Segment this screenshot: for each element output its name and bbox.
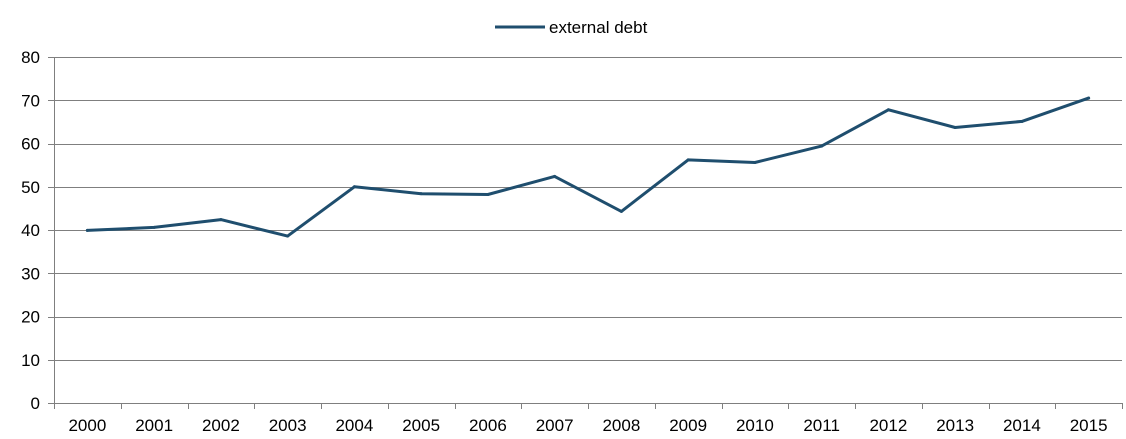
x-tick-label-2000: 2000 bbox=[68, 416, 106, 435]
series-line-external-debt bbox=[85, 96, 1091, 238]
data-point-2012 bbox=[886, 108, 890, 112]
data-point-2010 bbox=[753, 161, 757, 165]
x-tick-label-2007: 2007 bbox=[536, 416, 574, 435]
x-tick-label-2003: 2003 bbox=[269, 416, 307, 435]
x-tick-label-2011: 2011 bbox=[803, 416, 840, 435]
data-point-2003 bbox=[286, 234, 290, 238]
x-tick-label-2004: 2004 bbox=[335, 416, 373, 435]
x-tick-label-2006: 2006 bbox=[469, 416, 507, 435]
data-point-2001 bbox=[152, 225, 156, 229]
x-tick-label-2013: 2013 bbox=[936, 416, 974, 435]
data-point-2005 bbox=[419, 192, 423, 196]
y-tick-label: 40 bbox=[21, 221, 40, 240]
y-tick-label: 80 bbox=[21, 48, 40, 67]
x-tick-label-2001: 2001 bbox=[135, 416, 173, 435]
y-tick-label: 50 bbox=[21, 178, 40, 197]
x-tick-label-2009: 2009 bbox=[669, 416, 707, 435]
data-point-2009 bbox=[686, 158, 690, 162]
series-external-debt bbox=[85, 96, 1091, 238]
data-point-2007 bbox=[553, 174, 557, 178]
data-point-2014 bbox=[1020, 119, 1024, 123]
data-point-2011 bbox=[820, 144, 824, 148]
x-tick-label-2002: 2002 bbox=[202, 416, 240, 435]
data-point-2013 bbox=[953, 125, 957, 129]
data-point-2006 bbox=[486, 193, 490, 197]
x-tick-label-2010: 2010 bbox=[736, 416, 774, 435]
data-point-2015 bbox=[1087, 96, 1091, 100]
data-point-2000 bbox=[85, 228, 89, 232]
chart-legend: external debt bbox=[495, 18, 648, 37]
y-tick-label: 30 bbox=[21, 264, 40, 283]
x-axis-tick-labels: 2000 2001 2002 2003 2004 2005 2006 2007 2008 2009… bbox=[68, 416, 1107, 435]
data-point-2004 bbox=[352, 185, 356, 189]
legend-label-external-debt: external debt bbox=[549, 18, 648, 37]
y-tick-label: 70 bbox=[21, 91, 40, 110]
y-tick-label: 20 bbox=[21, 308, 40, 327]
gridlines bbox=[48, 57, 1122, 404]
x-tick-label-2005: 2005 bbox=[402, 416, 440, 435]
data-point-2002 bbox=[219, 218, 223, 222]
x-tick-label-2012: 2012 bbox=[869, 416, 907, 435]
data-point-2008 bbox=[619, 209, 623, 213]
y-tick-label: 10 bbox=[21, 351, 40, 370]
y-axis-tick-labels: 0 10 20 30 40 50 60 70 80 bbox=[21, 48, 40, 413]
x-tick-label-2014: 2014 bbox=[1003, 416, 1041, 435]
x-tick-label-2008: 2008 bbox=[602, 416, 640, 435]
x-tick-label-2015: 2015 bbox=[1070, 416, 1108, 435]
y-tick-label: 60 bbox=[21, 135, 40, 154]
x-axis-tick-marks bbox=[54, 403, 1123, 409]
y-tick-label: 0 bbox=[31, 394, 40, 413]
